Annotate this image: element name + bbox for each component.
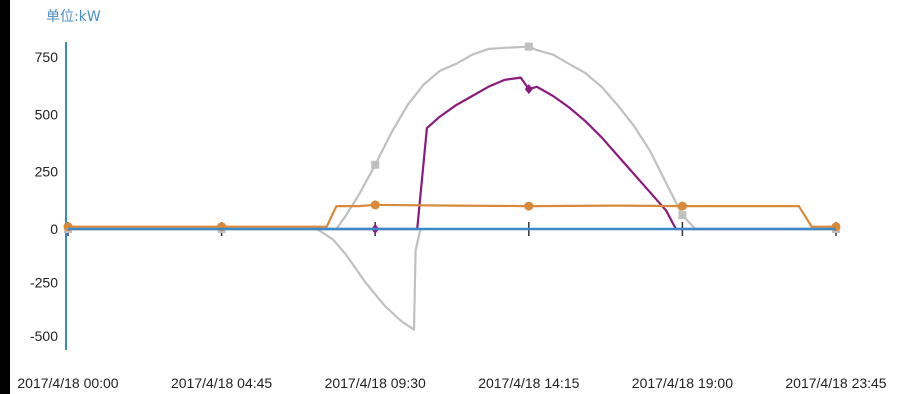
x-tick-label: 2017/4/18 23:45 [785,375,886,391]
orange-series-marker [370,200,380,210]
y-tick-label: 750 [35,49,59,65]
purple-series-marker [524,84,533,95]
x-tick-label: 2017/4/18 04:45 [171,375,272,391]
orange-series-marker [524,201,534,211]
y-tick-label: 500 [35,106,59,122]
orange-series-line [68,203,836,228]
gray-series-marker [524,42,533,51]
x-tick-label: 2017/4/18 14:15 [478,375,579,391]
y-tick-label: 0 [50,221,58,237]
unit-label: 单位:kW [46,9,101,25]
y-tick-label: -250 [30,275,58,291]
purple-series-line [68,76,836,231]
y-tick-label: -500 [30,328,58,344]
gray-series-marker [678,211,687,220]
x-tick-label: 2017/4/18 19:00 [632,375,733,391]
gray-series-marker [371,160,380,169]
x-tick-label: 2017/4/18 00:00 [17,375,118,391]
orange-series-marker [677,201,687,211]
x-tick-label: 2017/4/18 09:30 [325,375,426,391]
gray-series-line [68,45,836,331]
y-tick-label: 250 [35,164,59,180]
